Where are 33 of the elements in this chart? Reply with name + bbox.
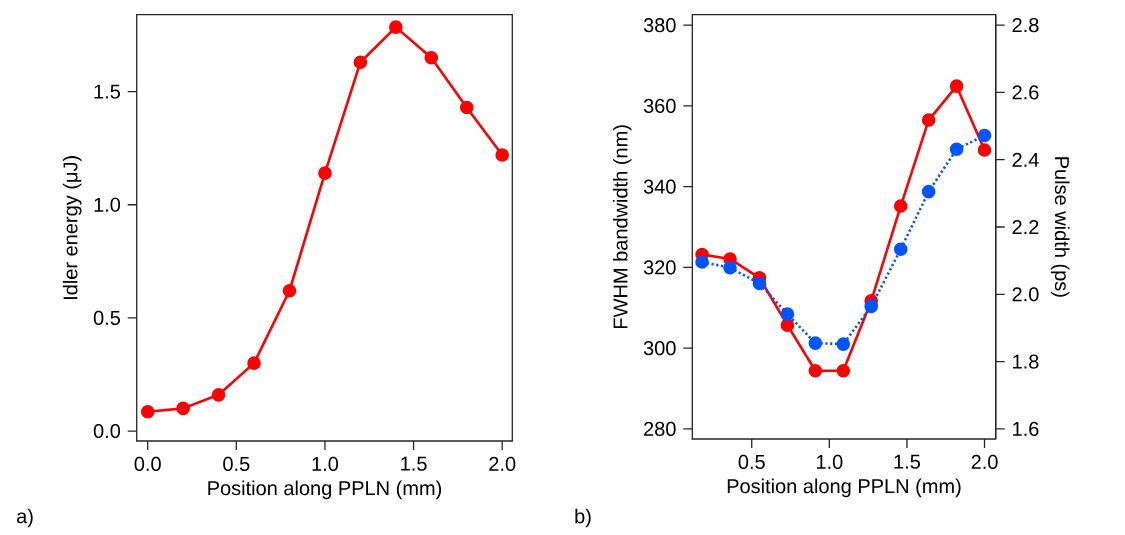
y-tick-label: 0.5 — [93, 310, 121, 325]
y-tick-label: 320 — [643, 260, 676, 275]
y-axis-title: Idler energy (μJ) — [62, 156, 82, 299]
y-axis-title: FWHM bandwidth (nm) — [612, 125, 632, 328]
y2-axis-title: Pulse width (ps) — [1050, 157, 1070, 297]
y-tick-label: 0.0 — [93, 423, 121, 439]
y2-tick-label: 2.0 — [1012, 287, 1039, 302]
text: b) — [575, 508, 591, 528]
y2-tick-label: 1.6 — [1013, 421, 1039, 436]
x-tick-label: 0.5 — [738, 454, 765, 470]
y2-tick-label: 2.6 — [1012, 85, 1039, 100]
y2-tick-label: 1.8 — [1013, 354, 1039, 369]
y-tick-label: 1.0 — [94, 197, 121, 212]
x-tick-label: 1.0 — [312, 456, 339, 472]
x-tick-label: 1.5 — [894, 454, 920, 469]
x-axis-title: Position along PPLN (mm) — [208, 480, 442, 500]
y2-tick-label: 2.2 — [1012, 220, 1039, 234]
y-tick-label: 340 — [643, 179, 676, 194]
x-tick-label: 1.0 — [816, 454, 843, 470]
y-tick-label: 380 — [643, 18, 676, 33]
y2-tick-label: 2.4 — [1012, 152, 1039, 167]
y-tick-label: 300 — [643, 341, 676, 356]
y-tick-label: 280 — [644, 421, 676, 436]
x-tick-label: 1.5 — [401, 456, 427, 471]
x-tick-label: 2.0 — [489, 456, 516, 472]
x-axis-title: Position along PPLN (mm) — [727, 478, 961, 498]
y-tick-label: 360 — [643, 98, 676, 113]
x-tick-label: 0.0 — [134, 456, 161, 472]
y-tick-label: 1.5 — [94, 84, 121, 99]
y2-tick-label: 2.8 — [1012, 18, 1039, 33]
x-tick-label: 0.5 — [223, 456, 250, 472]
text: a) — [16, 508, 33, 528]
x-tick-label: 2.0 — [971, 454, 998, 470]
